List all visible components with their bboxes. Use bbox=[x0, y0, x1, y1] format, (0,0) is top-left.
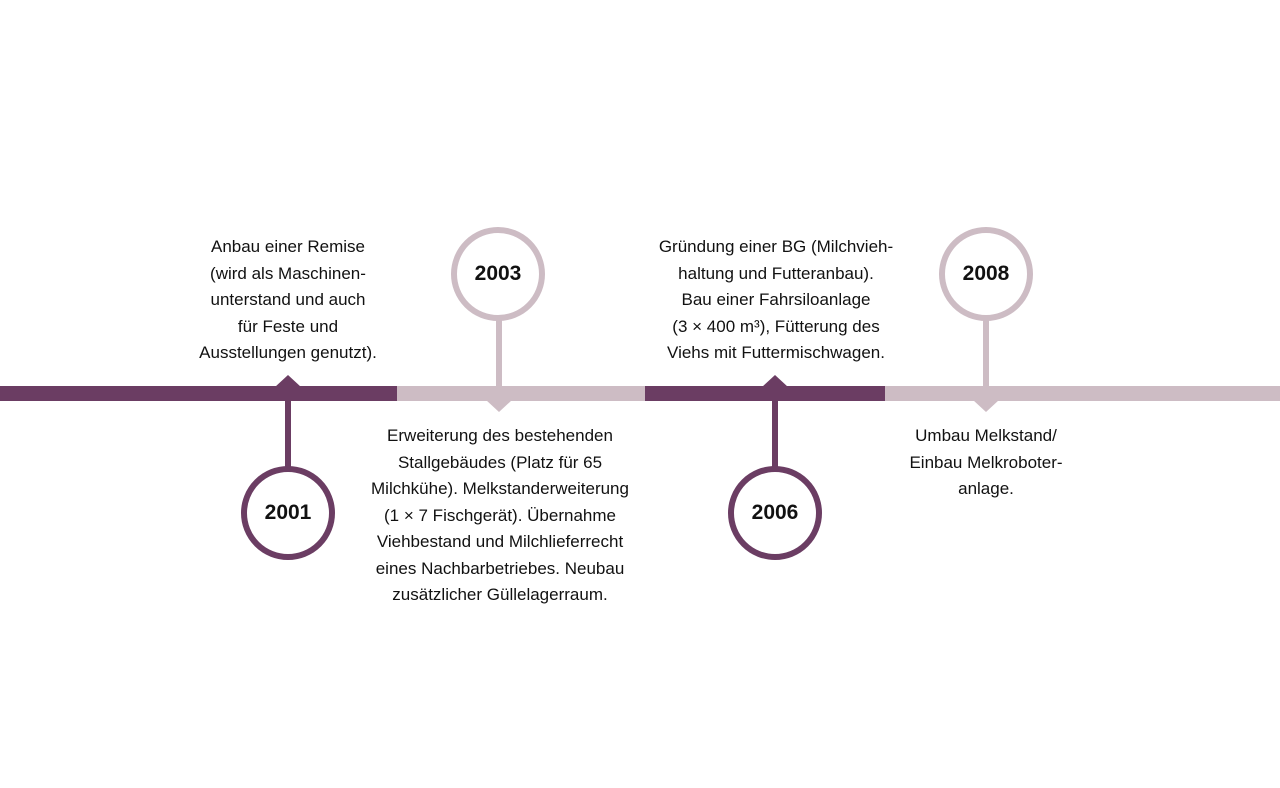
marker-arrow-2003 bbox=[486, 400, 512, 412]
year-label: 2006 bbox=[751, 501, 799, 524]
event-text-2006: Gründung einer BG (Milchvieh- haltung un… bbox=[658, 237, 894, 362]
timeline-segment-2008 bbox=[885, 386, 1280, 401]
year-circle-2003: 2003 bbox=[451, 227, 545, 321]
marker-arrow-2008 bbox=[973, 400, 999, 412]
timeline-segment-2006 bbox=[645, 386, 885, 401]
timeline-segment-2001 bbox=[0, 386, 397, 401]
timeline-segment-2003 bbox=[397, 386, 645, 401]
marker-arrow-2001 bbox=[275, 375, 301, 387]
year-label: 2008 bbox=[962, 262, 1010, 285]
year-circle-2008: 2008 bbox=[939, 227, 1033, 321]
event-text-2001: Anbau einer Remise (wird als Maschinen- … bbox=[199, 237, 377, 362]
event-text-2003: Erweiterung des bestehenden Stallgebäude… bbox=[371, 426, 629, 604]
year-circle-2001: 2001 bbox=[241, 466, 335, 560]
marker-arrow-2006 bbox=[762, 375, 788, 387]
connector-2003 bbox=[496, 315, 502, 387]
year-label: 2003 bbox=[474, 262, 522, 285]
connector-2006 bbox=[772, 400, 778, 470]
event-text-2008: Umbau Melkstand/ Einbau Melkroboter- anl… bbox=[909, 426, 1063, 498]
connector-2008 bbox=[983, 315, 989, 387]
connector-2001 bbox=[285, 400, 291, 470]
year-label: 2001 bbox=[264, 501, 312, 524]
year-circle-2006: 2006 bbox=[728, 466, 822, 560]
